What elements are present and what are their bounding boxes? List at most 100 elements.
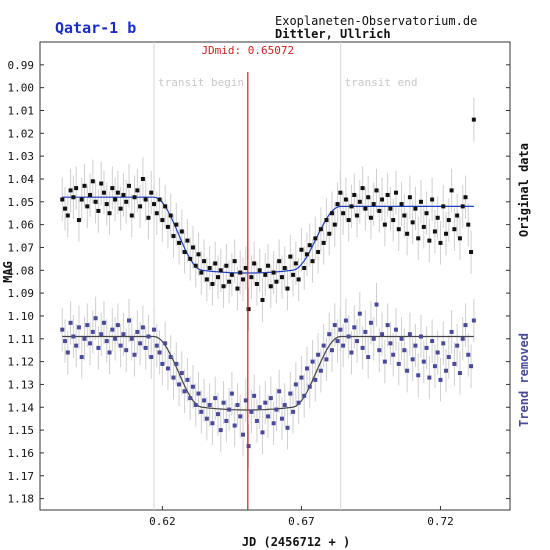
x-tick-label: 0.67 (288, 515, 315, 528)
data-point-trend-removed (266, 414, 271, 419)
data-point-original (232, 259, 237, 264)
data-point-original (449, 188, 454, 193)
data-point-trend-removed (221, 400, 226, 405)
data-point-original (330, 211, 335, 216)
data-point-original (363, 206, 368, 211)
data-point-original (396, 227, 401, 232)
data-point-trend-removed (366, 355, 371, 360)
data-point-original (341, 211, 346, 216)
data-point-original (179, 229, 184, 234)
data-point-original (299, 247, 304, 252)
data-point-original (302, 266, 307, 271)
data-point-trend-removed (430, 339, 435, 344)
data-point-original (407, 195, 412, 200)
data-point-original (229, 272, 234, 277)
data-point-original (432, 229, 437, 234)
data-point-trend-removed (402, 348, 407, 353)
data-point-original (107, 211, 112, 216)
data-point-original (391, 218, 396, 223)
data-point-trend-removed (421, 359, 426, 364)
data-point-trend-removed (277, 389, 282, 394)
data-point-trend-removed (207, 402, 212, 407)
data-point-original (324, 218, 329, 223)
data-point-original (385, 192, 390, 197)
data-point-trend-removed (282, 402, 287, 407)
data-point-original (185, 238, 190, 243)
data-point-trend-removed (469, 364, 474, 369)
data-point-original (101, 190, 106, 195)
y-tick-label: 1.12 (8, 356, 35, 369)
data-point-original (446, 218, 451, 223)
data-point-original (152, 202, 157, 207)
data-point-trend-removed (332, 323, 337, 328)
observatory-label: Exoplaneten-Observatorium.de (275, 14, 477, 28)
y-tick-label: 1.15 (8, 424, 35, 437)
data-point-original (207, 266, 212, 271)
data-point-original (193, 263, 198, 268)
data-point-trend-removed (307, 384, 312, 389)
data-point-trend-removed (471, 318, 476, 323)
data-point-original (349, 204, 354, 209)
data-point-original (405, 231, 410, 236)
plot-area: 0.99 1.00 1.01 1.02 1.03 1.04 1.05 1.06 1.07 1.08… (8, 41, 511, 528)
data-point-original (457, 236, 462, 241)
data-point-trend-removed (246, 444, 251, 449)
data-point-trend-removed (101, 320, 106, 325)
data-point-trend-removed (88, 341, 93, 346)
y-tick-label: 1.00 (8, 82, 35, 95)
data-point-trend-removed (218, 428, 223, 433)
data-point-trend-removed (463, 323, 468, 328)
data-point-original (271, 270, 276, 275)
data-point-trend-removed (460, 336, 465, 341)
data-point-original (452, 227, 457, 232)
data-point-original (249, 275, 254, 280)
data-point-original (210, 281, 215, 286)
series-label-trend-removed: Trend removed (517, 333, 531, 427)
transit-marker-label: transit begin (158, 76, 244, 89)
data-point-original (146, 215, 151, 220)
data-point-original (79, 197, 84, 202)
transit-marker-label: transit end (345, 76, 418, 89)
data-point-original (355, 213, 360, 218)
data-point-original (288, 254, 293, 259)
data-point-original (60, 197, 65, 202)
data-point-trend-removed (324, 357, 329, 362)
data-point-original (124, 199, 129, 204)
data-point-original (413, 206, 418, 211)
data-point-original (190, 245, 195, 250)
data-point-original (366, 195, 371, 200)
data-point-trend-removed (279, 416, 284, 421)
data-point-original (332, 222, 337, 227)
data-point-original (165, 224, 170, 229)
data-point-original (76, 218, 81, 223)
y-tick-label: 1.17 (8, 470, 35, 483)
data-point-trend-removed (285, 425, 290, 430)
data-point-original (215, 275, 220, 280)
data-point-original (188, 256, 193, 261)
data-point-trend-removed (146, 334, 151, 339)
data-point-original (132, 195, 137, 200)
data-point-trend-removed (132, 352, 137, 357)
data-point-original (174, 222, 179, 227)
data-point-trend-removed (213, 396, 218, 401)
data-point-trend-removed (126, 318, 131, 323)
data-point-trend-removed (263, 400, 268, 405)
data-point-original (74, 186, 79, 191)
data-point-trend-removed (104, 339, 109, 344)
data-point-original (291, 272, 296, 277)
data-point-trend-removed (215, 412, 220, 417)
data-point-trend-removed (79, 355, 84, 360)
data-point-trend-removed (152, 327, 157, 332)
data-point-original (282, 266, 287, 271)
data-point-trend-removed (466, 352, 471, 357)
data-point-original (368, 215, 373, 220)
data-point-trend-removed (310, 359, 315, 364)
data-point-original (318, 227, 323, 232)
data-point-original (252, 261, 257, 266)
data-point-trend-removed (304, 366, 309, 371)
data-point-trend-removed (90, 329, 95, 334)
data-point-original (82, 183, 87, 188)
data-point-original (274, 279, 279, 284)
data-point-trend-removed (338, 327, 343, 332)
data-point-trend-removed (330, 348, 335, 353)
